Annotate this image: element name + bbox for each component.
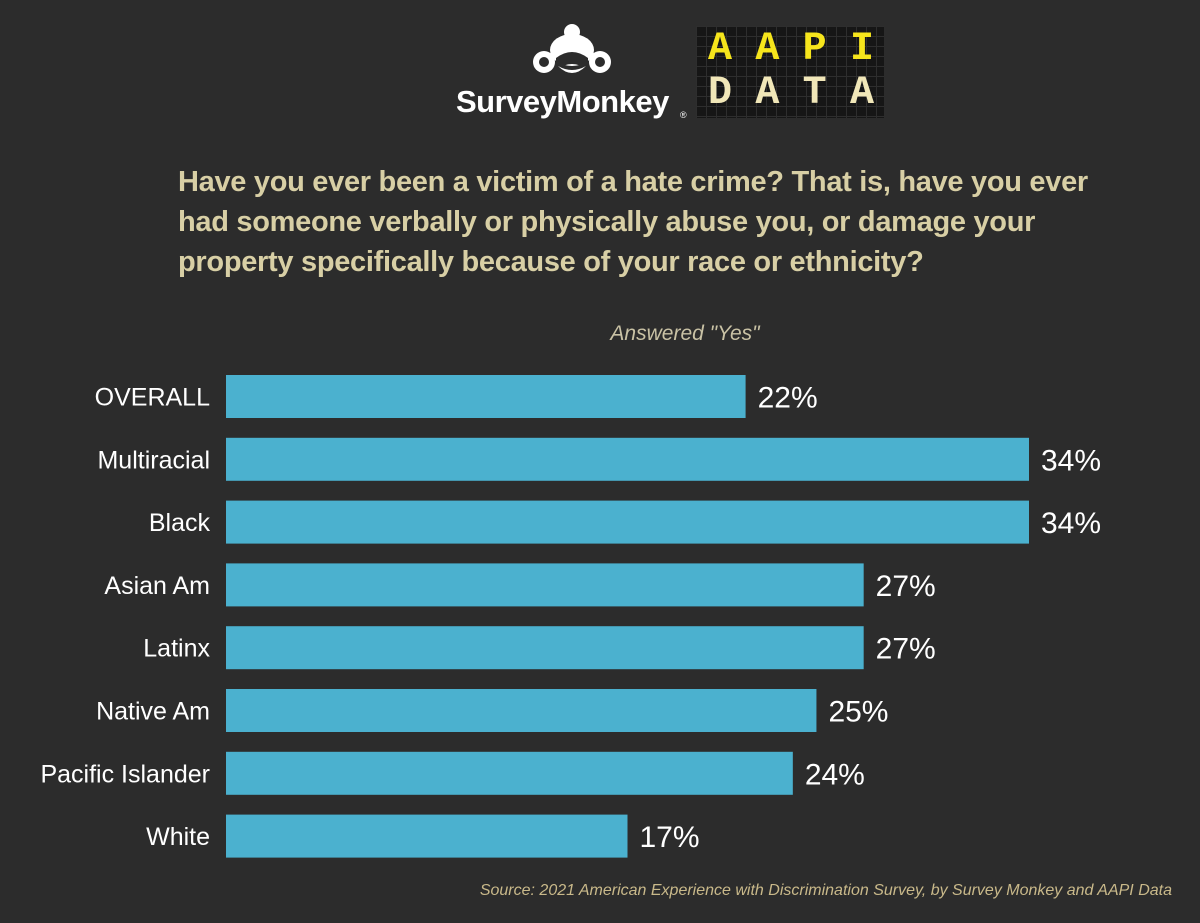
value-label: 25% [828, 696, 888, 729]
source-note: Source: 2021 American Experience with Di… [479, 882, 1172, 899]
surveymonkey-wordmark: SurveyMonkey [456, 84, 669, 119]
category-label: Black [149, 509, 211, 537]
bar-latinx [226, 626, 864, 670]
category-label: Latinx [143, 635, 210, 663]
bar-native-am [226, 689, 817, 732]
aapi-letter: T [802, 71, 827, 116]
value-label: 24% [805, 758, 865, 791]
aapi-letter: A [707, 27, 732, 72]
bar-asian-am [226, 563, 864, 607]
value-label: 27% [876, 570, 936, 603]
chart-title: Have you ever been a victim of a hate cr… [178, 166, 1088, 278]
logo-area: SurveyMonkey ® A A P I D A T A [0, 0, 1200, 140]
category-label: Asian Am [104, 572, 210, 600]
category-label: White [146, 823, 210, 851]
aapi-logo-line-2: D A T A [702, 72, 880, 116]
value-label: 34% [1041, 507, 1101, 540]
aapi-letter: P [802, 27, 827, 72]
monkey-icon [533, 24, 611, 73]
aapi-data-logo: A A P I D A T A [696, 26, 884, 118]
chart-subtitle: Answered "Yes" [610, 322, 760, 345]
bar-multiracial [226, 437, 1029, 481]
bar-black [226, 500, 1029, 544]
aapi-letter: I [849, 27, 874, 72]
aapi-letter: D [707, 71, 732, 116]
bar-overall [226, 375, 746, 418]
value-label: 34% [1041, 444, 1101, 477]
aapi-letter: A [849, 71, 874, 116]
value-label: 17% [640, 821, 700, 854]
category-label: Native Am [96, 698, 210, 726]
value-label: 22% [758, 382, 818, 415]
aapi-letter: A [755, 71, 780, 116]
category-label: Multiracial [97, 446, 210, 474]
category-label: OVERALL [95, 384, 210, 412]
aapi-logo-line-1: A A P I [702, 28, 880, 72]
aapi-letter: A [755, 27, 780, 72]
surveymonkey-logo: SurveyMonkey ® [456, 18, 688, 128]
bar-pacific-islander [226, 751, 793, 795]
registered-mark: ® [680, 110, 687, 120]
value-label: 27% [876, 633, 936, 666]
bar-white [226, 814, 628, 858]
category-label: Pacific Islander [40, 760, 210, 788]
